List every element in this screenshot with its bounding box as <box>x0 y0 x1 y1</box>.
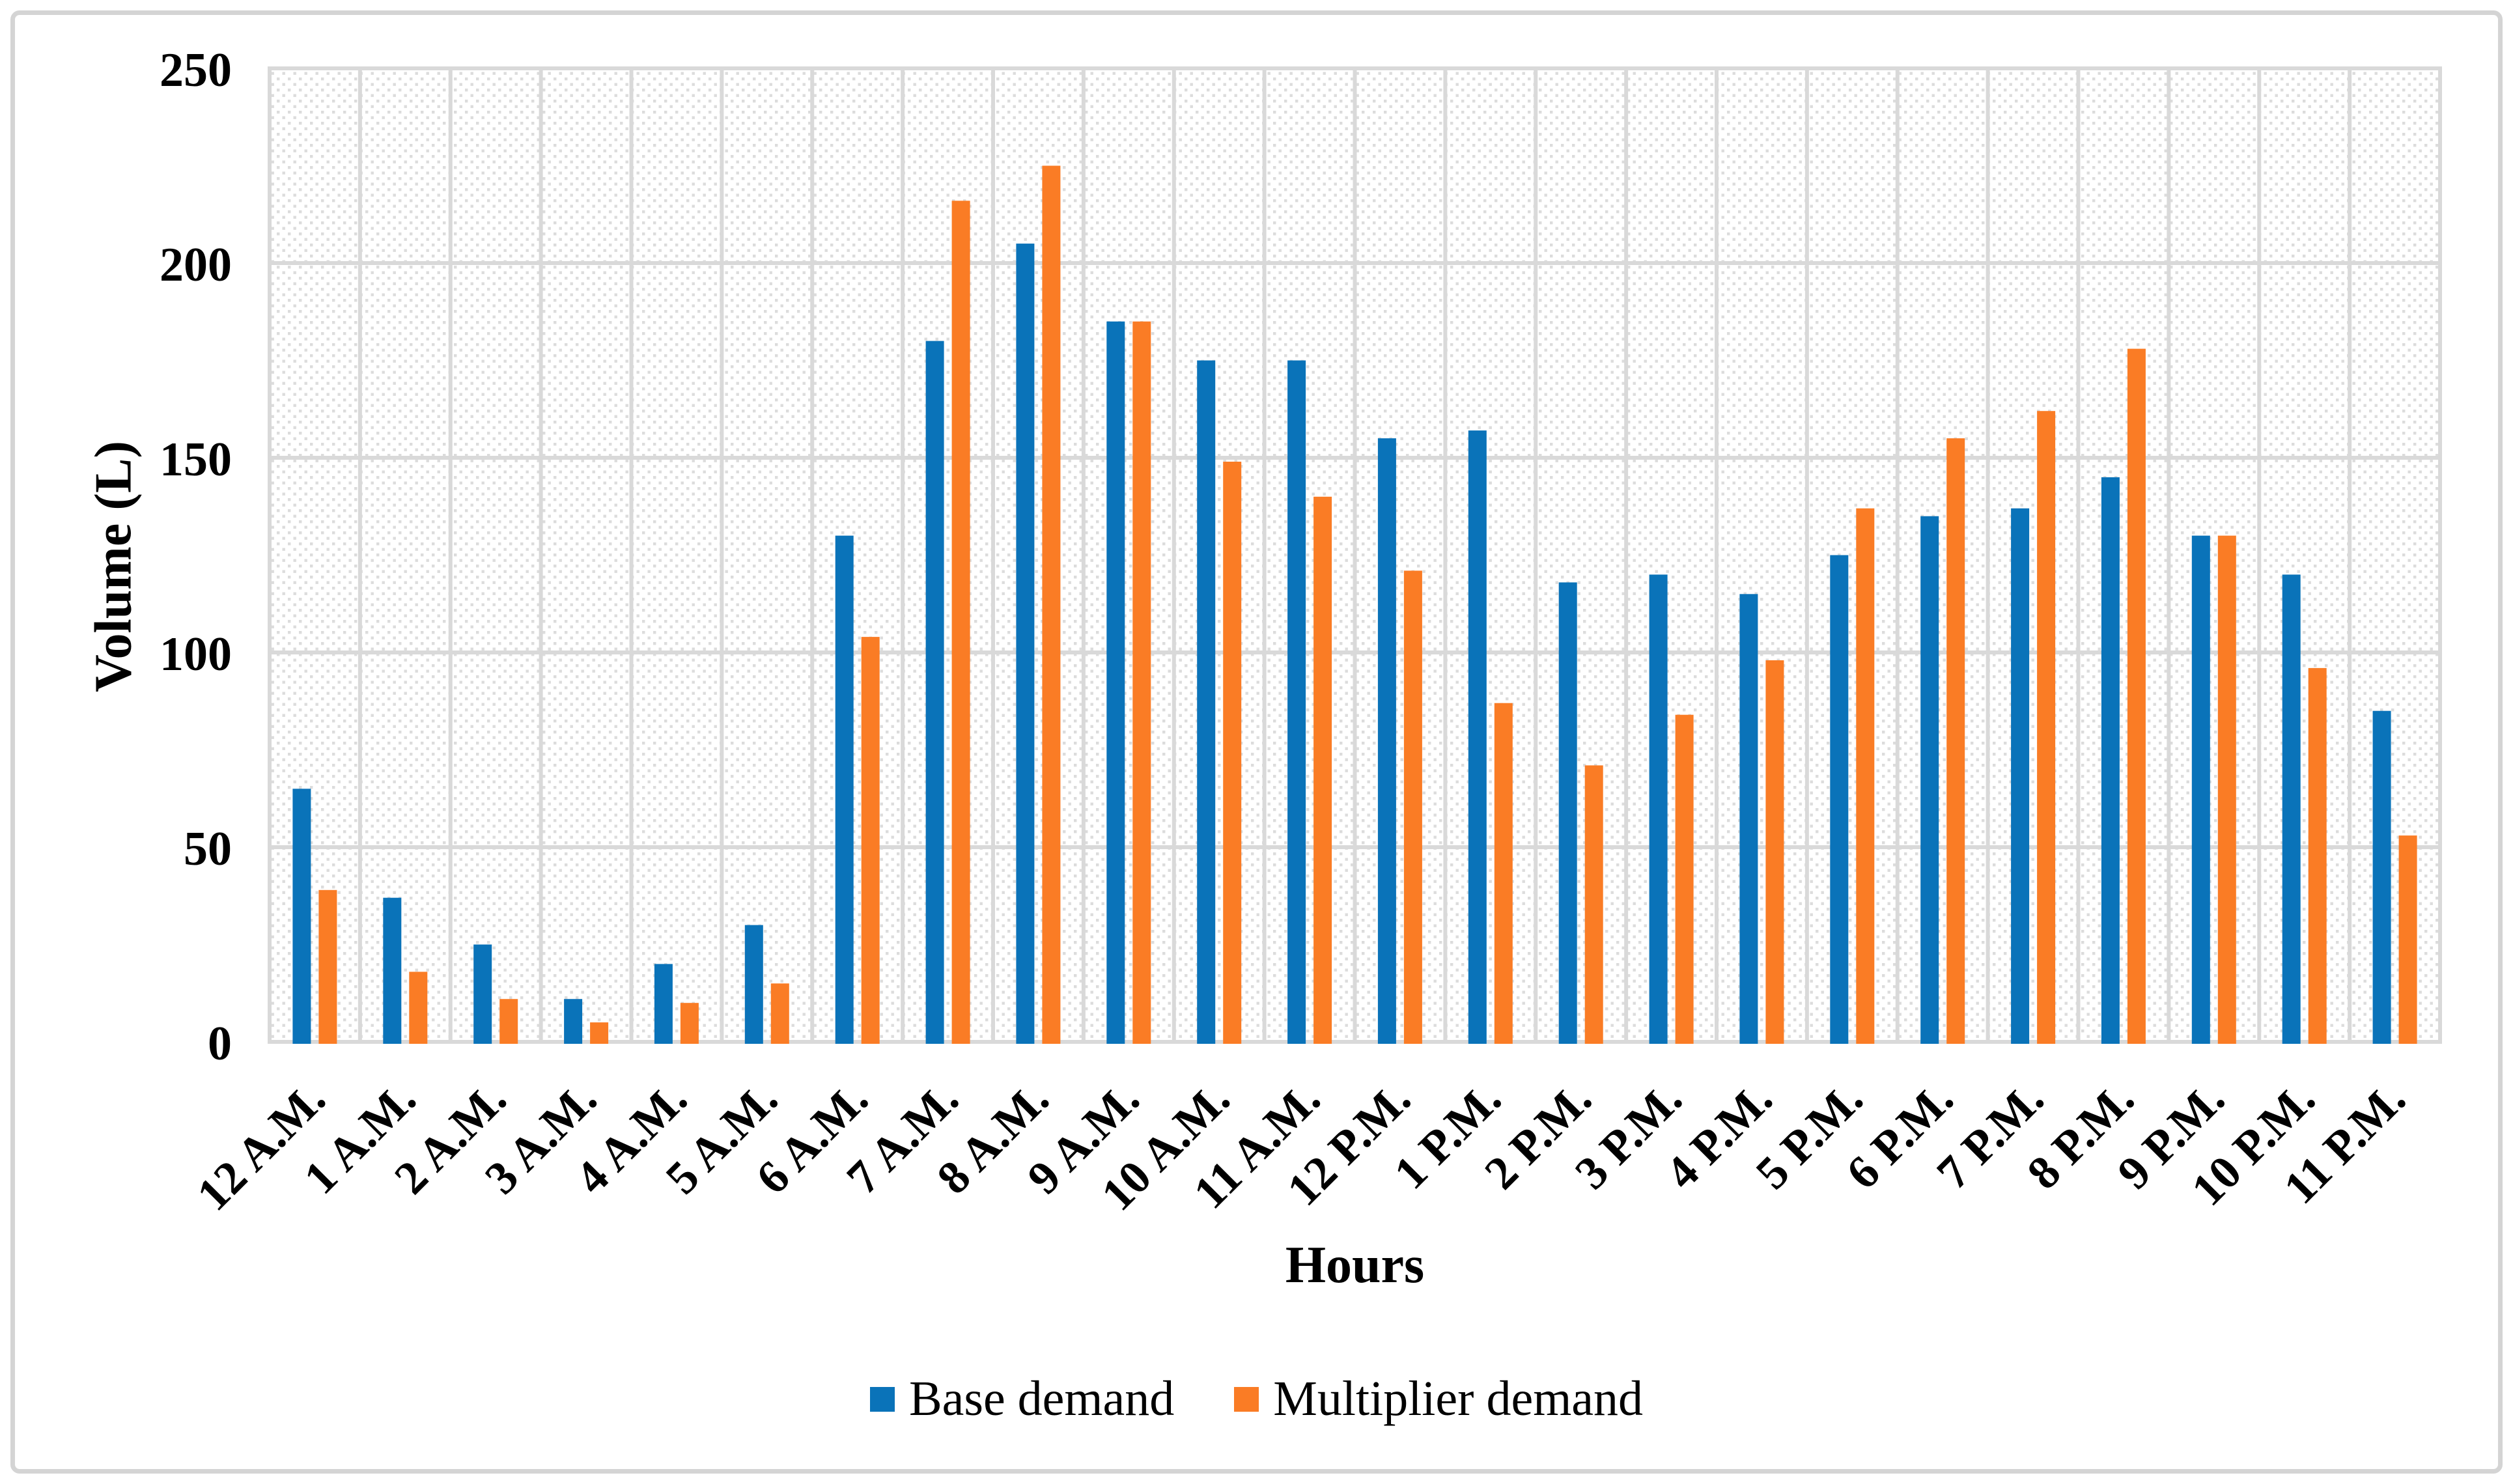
bar <box>1403 570 1422 1044</box>
bar <box>1197 360 1216 1044</box>
bar <box>1042 165 1061 1044</box>
bar <box>499 999 518 1044</box>
bar <box>1946 438 1965 1044</box>
bar <box>654 964 673 1044</box>
x-axis-title: Hours <box>1285 1237 1425 1294</box>
bar <box>2011 508 2030 1044</box>
bar <box>2308 667 2327 1044</box>
bar <box>1920 516 1939 1044</box>
x-tick-labels: 12 A.M.1 A.M.2 A.M.3 A.M.4 A.M.5 A.M.6 A… <box>187 1072 2415 1221</box>
bar <box>1856 508 1875 1044</box>
legend-item-base-demand: Base demand <box>869 1371 1175 1427</box>
legend-swatch-multiplier-demand <box>1234 1386 1259 1412</box>
gridlines <box>268 66 2442 1044</box>
bar <box>1494 703 1513 1044</box>
svg-text:50: 50 <box>184 822 232 876</box>
bar <box>951 201 970 1044</box>
bar <box>1016 244 1035 1044</box>
bar <box>925 341 944 1044</box>
series-base-demand <box>292 244 2391 1044</box>
bar <box>1132 321 1151 1044</box>
bar <box>1106 321 1125 1044</box>
bar <box>2217 535 2236 1044</box>
bar <box>1739 594 1758 1044</box>
legend-label-multiplier-demand: Multiplier demand <box>1273 1371 1644 1426</box>
bar <box>2037 411 2056 1044</box>
svg-text:250: 250 <box>160 44 232 97</box>
bar <box>564 999 583 1044</box>
bar <box>2101 477 2120 1044</box>
bar <box>318 889 337 1044</box>
bar <box>383 897 402 1044</box>
bar <box>1649 574 1668 1044</box>
svg-text:150: 150 <box>160 433 232 486</box>
bar <box>292 789 311 1044</box>
bar <box>409 972 428 1044</box>
bar <box>1313 496 1332 1044</box>
svg-text:12 A.M.: 12 A.M. <box>187 1072 335 1221</box>
chart-legend: Base demand Multiplier demand <box>0 1371 2513 1427</box>
bar <box>1558 582 1577 1044</box>
bar <box>861 637 880 1044</box>
bar <box>590 1022 609 1044</box>
y-tick-labels: 0 50 100 150 200 250 <box>160 44 232 1071</box>
bar <box>770 983 789 1044</box>
legend-label-base-demand: Base demand <box>908 1371 1175 1426</box>
bar <box>2191 535 2210 1044</box>
bar <box>1584 765 1603 1044</box>
bar <box>1287 360 1306 1044</box>
bar <box>680 1003 699 1044</box>
svg-text:0: 0 <box>208 1017 232 1071</box>
bar <box>1765 660 1784 1044</box>
bar <box>2282 574 2301 1044</box>
svg-text:100: 100 <box>160 628 232 681</box>
bar <box>1468 430 1487 1044</box>
bar <box>2372 710 2391 1044</box>
bar <box>2127 348 2146 1044</box>
bar <box>835 535 854 1044</box>
bar <box>473 944 492 1044</box>
bar <box>1830 555 1849 1044</box>
series-multiplier-demand <box>318 165 2417 1044</box>
legend-swatch-base-demand <box>869 1386 895 1412</box>
svg-text:200: 200 <box>160 238 232 292</box>
bar <box>1377 438 1396 1044</box>
y-axis-title: Volume (L) <box>85 441 143 692</box>
bar <box>1223 462 1242 1044</box>
bar <box>744 925 763 1044</box>
bar <box>1675 714 1694 1044</box>
bar <box>2398 835 2417 1044</box>
legend-item-multiplier-demand: Multiplier demand <box>1234 1371 1643 1427</box>
